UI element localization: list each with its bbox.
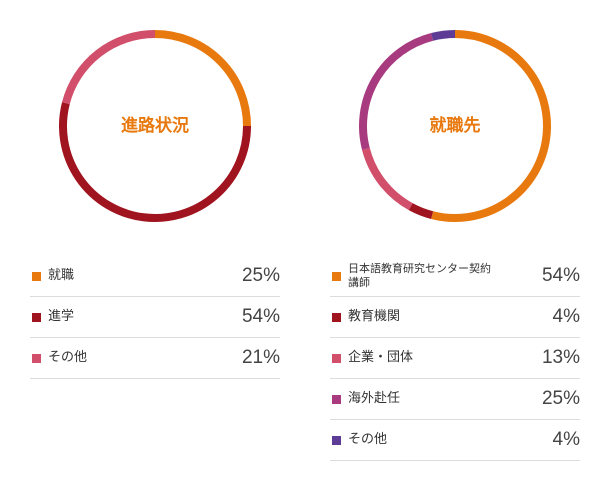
donut-slice	[362, 147, 413, 211]
donut-slice	[431, 30, 456, 41]
legend-value: 54%	[241, 306, 280, 327]
legend-label: その他	[48, 350, 88, 365]
legend-label: 企業・団体	[348, 350, 414, 365]
legend-swatch	[32, 272, 41, 281]
legend-employment: 日本語教育研究センター契約講師 54% 教育機関 4% 企業・団体 13% 海外…	[330, 256, 580, 461]
donut-slice	[408, 203, 434, 219]
legend-swatch	[332, 272, 341, 281]
donut-slice	[59, 102, 251, 222]
legend-label: その他	[348, 432, 388, 447]
donut-chart-employment	[359, 30, 551, 222]
legend-value: 13%	[541, 347, 580, 368]
legend-value: 25%	[241, 265, 280, 286]
legend-swatch	[332, 395, 341, 404]
legend-swatch	[332, 436, 341, 445]
legend-row: 教育機関 4%	[330, 297, 580, 338]
legend-label: 海外赴任	[348, 391, 401, 406]
legend-row: 企業・団体 13%	[330, 338, 580, 379]
legend-swatch	[32, 313, 41, 322]
legend-row: 海外赴任 25%	[330, 379, 580, 420]
legend-label: 日本語教育研究センター契約講師	[348, 262, 491, 289]
legend-row: その他 21%	[30, 338, 280, 379]
legend-career-status: 就職 25% 進学 54% その他 21%	[30, 256, 280, 379]
legend-row: その他 4%	[330, 420, 580, 461]
legend-value: 4%	[552, 306, 580, 327]
legend-value: 54%	[541, 265, 580, 286]
legend-label: 教育機関	[348, 309, 401, 324]
chart-title-career-status: 進路状況	[121, 115, 189, 136]
donut-slice	[359, 33, 434, 150]
legend-label: 進学	[48, 309, 75, 324]
donut-chart-career-status	[59, 30, 251, 222]
chart-title-employment: 就職先	[430, 115, 481, 136]
donut-slice	[431, 30, 551, 222]
legend-value: 21%	[241, 347, 280, 368]
donut-charts: 進路状況 就職先	[59, 30, 551, 222]
legend-value: 25%	[541, 388, 580, 409]
legend-swatch	[332, 313, 341, 322]
legend-row: 進学 54%	[30, 297, 280, 338]
legend-row: 就職 25%	[30, 256, 280, 297]
legend-value: 4%	[552, 429, 580, 450]
legend-label: 就職	[48, 268, 75, 283]
legend-row: 日本語教育研究センター契約講師 54%	[330, 256, 580, 297]
donut-slice	[154, 30, 251, 127]
legend-swatch	[32, 354, 41, 363]
donut-slice	[62, 30, 156, 105]
legend-swatch	[332, 354, 341, 363]
